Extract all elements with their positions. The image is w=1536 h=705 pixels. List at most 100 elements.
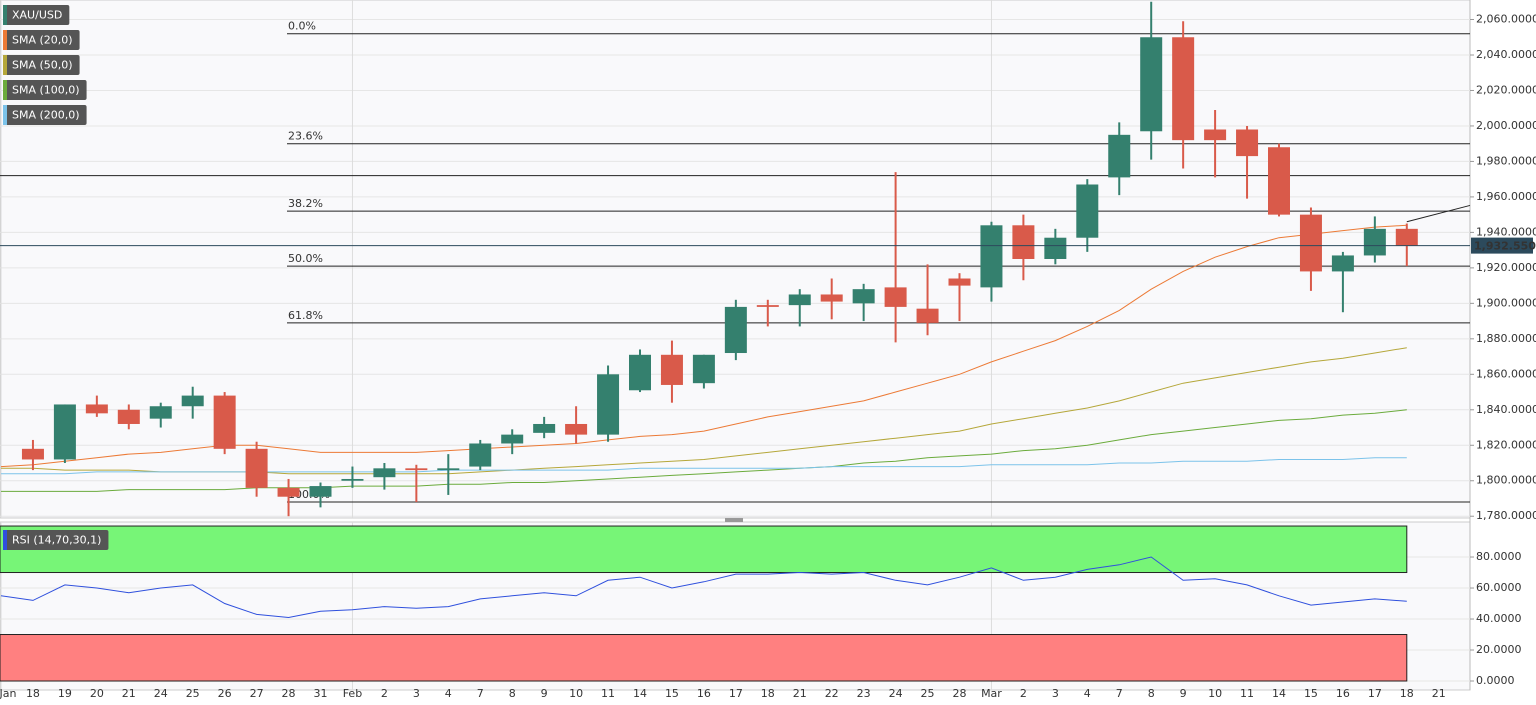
x-tick-label: Feb xyxy=(343,687,362,700)
x-tick-label: 25 xyxy=(921,687,935,700)
x-tick-label: 11 xyxy=(601,687,615,700)
rsi-band xyxy=(0,634,1408,682)
x-tick-label: 23 xyxy=(857,687,871,700)
y-tick-label: 1,980.0000 xyxy=(1476,154,1536,167)
candle-body xyxy=(980,225,1003,288)
legend-swatch xyxy=(3,5,7,25)
y-tick-label: 1,800.0000 xyxy=(1476,474,1536,487)
candle-body xyxy=(1331,255,1354,272)
y-tick-label: 1,780.0000 xyxy=(1476,509,1536,522)
fib-label: 0.0% xyxy=(288,20,316,33)
x-tick-label: 2 xyxy=(1020,687,1027,700)
x-tick-label: 7 xyxy=(1116,687,1123,700)
candle-body xyxy=(405,468,428,471)
legend-swatch xyxy=(3,105,7,125)
legend-item: SMA (50,0) xyxy=(3,55,80,75)
legend-label: SMA (50,0) xyxy=(12,59,73,72)
x-tick-label: 18 xyxy=(761,687,775,700)
x-tick-label: 4 xyxy=(445,687,452,700)
candle-body xyxy=(309,486,332,497)
y-tick-label: 80.0000 xyxy=(1476,550,1522,563)
candle-body xyxy=(53,404,76,460)
candle-body xyxy=(1204,129,1227,141)
legend-item: SMA (200,0) xyxy=(3,105,87,125)
x-tick-label: 17 xyxy=(1368,687,1382,700)
x-tick-label: 9 xyxy=(1180,687,1187,700)
candle-body xyxy=(373,468,396,478)
y-tick-label: 1,900.0000 xyxy=(1476,296,1536,309)
candle-body xyxy=(341,478,364,481)
candle-body xyxy=(884,287,907,307)
candle-body xyxy=(820,294,843,302)
x-tick-label: 11 xyxy=(1240,687,1254,700)
candle-body xyxy=(1108,134,1131,178)
candle-body xyxy=(533,423,556,433)
y-tick-label: 1,820.0000 xyxy=(1476,438,1536,451)
x-tick-label: 25 xyxy=(186,687,200,700)
legend-swatch xyxy=(3,55,7,75)
x-tick-label: 9 xyxy=(541,687,548,700)
x-tick-label: 18 xyxy=(1400,687,1414,700)
legend-label: SMA (20,0) xyxy=(12,34,73,47)
y-tick-label: 1,940.0000 xyxy=(1476,225,1536,238)
legend-swatch xyxy=(3,80,7,100)
candle-body xyxy=(629,354,651,391)
x-tick-label: 2 xyxy=(381,687,388,700)
x-tick-label: 7 xyxy=(477,687,484,700)
x-tick-label: 15 xyxy=(665,687,679,700)
last-price-tag xyxy=(1471,237,1533,254)
legend-label: RSI (14,70,30,1) xyxy=(12,534,101,547)
x-tick-label: 28 xyxy=(282,687,296,700)
candle-body xyxy=(21,448,44,460)
candle-body xyxy=(1268,147,1290,215)
candle-body xyxy=(724,306,747,354)
candle-body xyxy=(692,354,715,384)
x-tick-label: 10 xyxy=(1208,687,1222,700)
fib-label: 50.0% xyxy=(288,252,323,265)
y-tick-label: 1,920.0000 xyxy=(1476,261,1536,274)
candle-body xyxy=(213,395,236,449)
legend-box xyxy=(3,80,87,100)
x-tick-label: 15 xyxy=(1304,687,1318,700)
x-tick-label: 19 xyxy=(58,687,72,700)
x-tick-label: 4 xyxy=(1084,687,1091,700)
legend-item: SMA (20,0) xyxy=(3,30,80,50)
candle-body xyxy=(501,434,524,444)
x-tick-label: 24 xyxy=(154,687,168,700)
candle-body xyxy=(1076,184,1099,238)
candle-body xyxy=(916,308,939,323)
x-tick-label: 8 xyxy=(509,687,516,700)
x-tick-label: 18 xyxy=(26,687,40,700)
y-tick-label: 1,960.0000 xyxy=(1476,190,1536,203)
candle-body xyxy=(1012,225,1035,259)
candle-body xyxy=(1363,228,1386,256)
candle-body xyxy=(1140,37,1163,132)
main-plot-bg xyxy=(0,0,1471,519)
x-tick-label: 10 xyxy=(569,687,583,700)
x-tick-label: 14 xyxy=(633,687,647,700)
panel-resize-grip[interactable] xyxy=(725,518,743,522)
candle-body xyxy=(756,305,779,307)
x-tick-label: 14 xyxy=(1272,687,1286,700)
candle-body xyxy=(597,374,620,435)
y-tick-label: 1,880.0000 xyxy=(1476,332,1536,345)
sma-line xyxy=(1,409,1407,492)
x-tick-label: 22 xyxy=(825,687,839,700)
x-tick-label: 3 xyxy=(1052,687,1059,700)
candle-body xyxy=(245,448,268,488)
rsi-line xyxy=(0,556,1407,619)
trendline-extension xyxy=(1406,204,1471,223)
legend-box xyxy=(3,5,70,25)
candle-body xyxy=(181,395,204,407)
x-tick-label: 17 xyxy=(729,687,743,700)
candle-body xyxy=(437,468,460,471)
candle-body xyxy=(1299,214,1322,272)
legend-box xyxy=(3,105,87,125)
candle-body xyxy=(660,354,683,385)
fib-label: 61.8% xyxy=(288,309,323,322)
x-tick-label: 21 xyxy=(122,687,136,700)
last-price-label: 1,932.5500 xyxy=(1474,240,1536,253)
x-tick-label: 27 xyxy=(250,687,264,700)
legend-label: XAU/USD xyxy=(12,9,62,22)
